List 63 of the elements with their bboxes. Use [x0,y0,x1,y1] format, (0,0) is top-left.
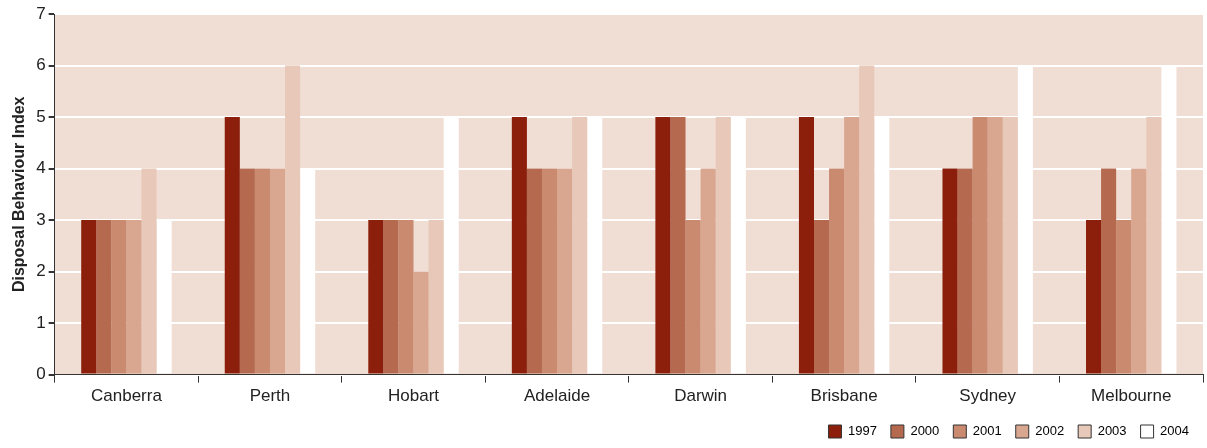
bar [254,168,270,374]
bar [972,117,988,374]
bar [285,65,301,374]
x-tick-label: Hobart [388,386,440,406]
y-tick-label: 1 [36,312,46,332]
bar [541,168,558,374]
bar [844,117,860,374]
y-tick-label: 7 [36,3,46,23]
bar [829,168,845,374]
bar [987,117,1003,374]
y-axis-title: Disposal Behaviour Index [10,96,28,293]
y-tick-label: 4 [36,158,46,178]
bar [368,220,384,374]
bar [700,168,716,374]
legend-label: 2002 [1035,423,1065,439]
bar [383,220,399,374]
x-tick-label: Melbourne [1091,386,1172,406]
bar [670,117,686,374]
legend-label: 2004 [1160,423,1189,439]
y-tick-label: 2 [36,261,46,281]
x-tick-label: Canberra [90,386,163,406]
bar [269,168,286,374]
bar [557,168,573,374]
bar [239,168,255,374]
bar [413,271,429,374]
bar [1116,220,1132,374]
bar [1101,168,1117,374]
bar [428,220,444,374]
bar [398,220,414,374]
bar [859,65,875,374]
y-tick-label: 5 [36,106,46,126]
bar [942,168,958,374]
bar [96,220,112,374]
x-tick-label: Darwin [674,386,728,406]
legend-label: 2003 [1097,423,1127,439]
bar [1002,117,1018,374]
bar [957,168,973,374]
y-tick-label: 0 [36,364,46,384]
y-tick-label: 6 [36,55,46,75]
bar [526,168,542,374]
bar [126,220,142,374]
bar [141,168,157,374]
x-tick-label: Adelaide [523,386,591,406]
bar [814,220,830,374]
legend-label: 1997 [847,423,877,439]
bar [1086,220,1102,374]
bar [685,220,701,374]
legend-label: 2001 [972,423,1002,439]
bar [511,117,527,374]
bar [572,117,588,374]
x-tick-label: Sydney [959,386,1017,406]
bar [1146,117,1162,374]
bar [1131,168,1147,374]
y-tick-label: 3 [36,209,46,229]
bar [798,117,814,374]
bar [715,117,731,374]
bar [111,220,127,374]
x-tick-label: Brisbane [810,386,878,406]
legend-label: 2000 [910,423,940,439]
x-tick-label: Perth [249,386,291,406]
bar [81,220,97,374]
bar [224,117,240,374]
bar [655,117,671,374]
